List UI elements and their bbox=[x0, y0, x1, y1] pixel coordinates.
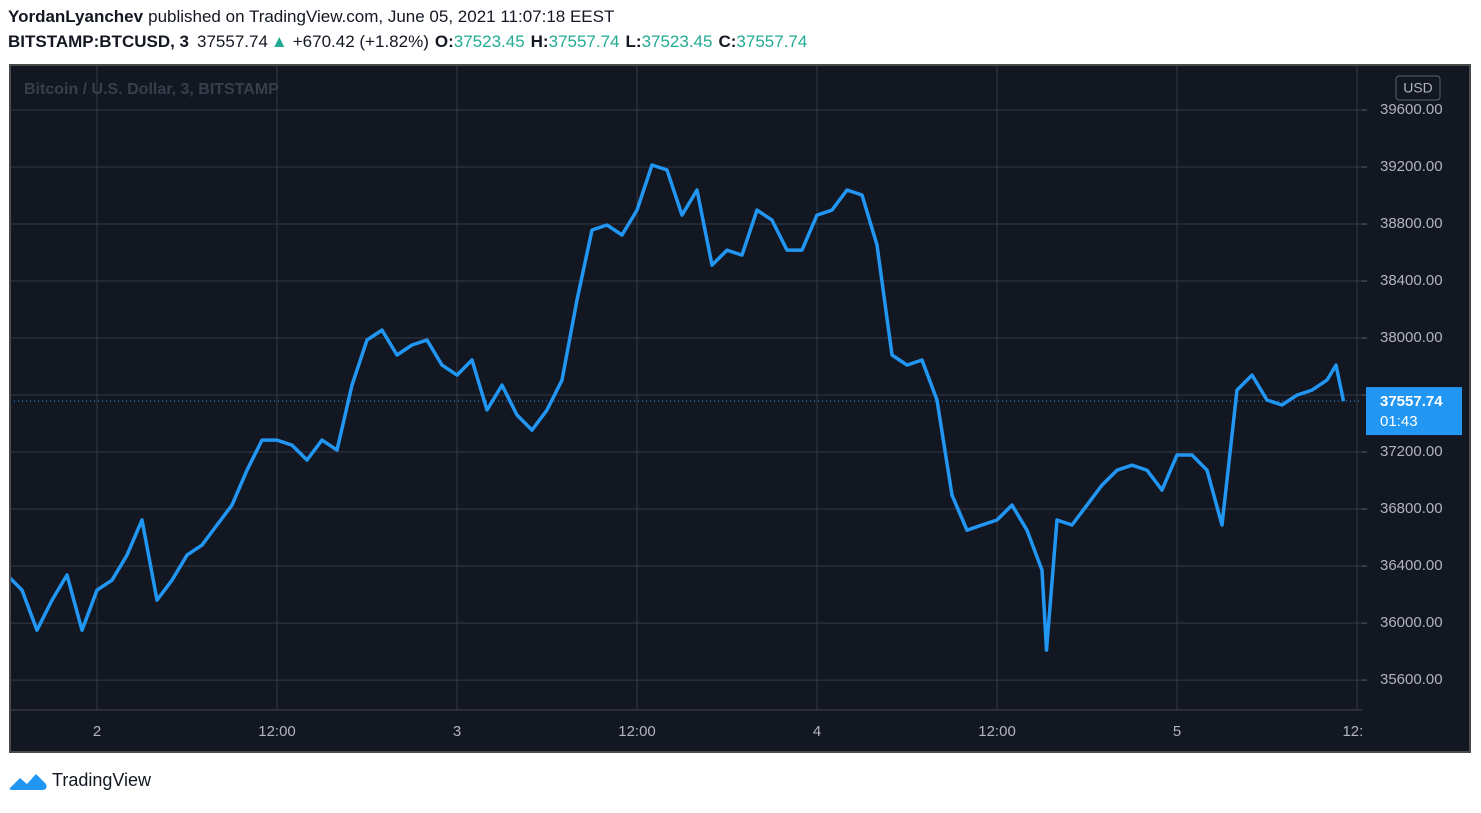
x-tick-label: 3 bbox=[453, 723, 461, 740]
y-tick-label: 38000.00 bbox=[1380, 329, 1443, 346]
change: +670.42 (+1.82%) bbox=[293, 32, 429, 51]
y-tick-label: 36800.00 bbox=[1380, 500, 1443, 517]
price-label-box bbox=[1366, 387, 1462, 436]
author: YordanLyanchev bbox=[8, 7, 144, 26]
chart-panel bbox=[9, 64, 1471, 753]
x-tick-label: 12:0 bbox=[1342, 723, 1371, 740]
price: 37557.74 bbox=[197, 32, 268, 51]
y-tick-label: 38800.00 bbox=[1380, 215, 1443, 232]
y-tick-label: 35600.00 bbox=[1380, 671, 1443, 688]
plot bbox=[11, 163, 1362, 652]
y-axis: 35600.00 36000.00 36400.00 36800.00 37200.00… bbox=[1362, 101, 1443, 688]
chart-title: Bitcoin / U.S. Dollar, 3, BITSTAMP bbox=[24, 81, 279, 98]
arrow: ▲ bbox=[271, 32, 288, 51]
price-label: 37557.74 bbox=[1380, 393, 1443, 410]
brand: TradingView bbox=[52, 770, 152, 790]
symbol: BITSTAMP:BTCUSD, 3 bbox=[8, 32, 189, 51]
currency: USD bbox=[1403, 80, 1433, 96]
x-tick-label: 12:00 bbox=[978, 723, 1016, 740]
l-value: 37523.45 bbox=[642, 32, 713, 51]
countdown: 01:43 bbox=[1380, 413, 1418, 430]
x-axis: 2 12:00 3 12:00 4 12:00 5 12:0 bbox=[93, 723, 1371, 740]
header-line: YordanLyanchev published on TradingView.c… bbox=[8, 7, 614, 26]
x-tick-label: 5 bbox=[1173, 723, 1181, 740]
y-tick-label: 39200.00 bbox=[1380, 158, 1443, 175]
l-label: L: bbox=[626, 32, 642, 51]
symbol-line: BITSTAMP:BTCUSD, 3 37557.74 ▲ +670.42 (+1.8… bbox=[8, 32, 807, 51]
currency-box bbox=[1395, 75, 1441, 101]
grid bbox=[11, 66, 1362, 710]
logo bbox=[9, 774, 47, 790]
price-line bbox=[11, 163, 1346, 652]
y-tick-label: 36400.00 bbox=[1380, 557, 1443, 574]
o-label: O: bbox=[435, 32, 454, 51]
y-tick-label: 37200.00 bbox=[1380, 443, 1443, 460]
c-value: 37557.74 bbox=[736, 32, 807, 51]
o-value: 37523.45 bbox=[454, 32, 525, 51]
x-tick-label: 12:00 bbox=[258, 723, 296, 740]
y-tick-label: 39600.00 bbox=[1380, 101, 1443, 118]
published: published on TradingView.com, June 05, 2… bbox=[148, 7, 614, 26]
h-label: H: bbox=[531, 32, 549, 51]
c-label: C: bbox=[718, 32, 736, 51]
x-tick-label: 2 bbox=[93, 723, 101, 740]
y-tick-label: 36000.00 bbox=[1380, 614, 1443, 631]
y-tick-label: 38400.00 bbox=[1380, 272, 1443, 289]
x-tick-label: 12:00 bbox=[618, 723, 656, 740]
x-tick-label: 4 bbox=[813, 723, 821, 740]
h-value: 37557.74 bbox=[549, 32, 620, 51]
